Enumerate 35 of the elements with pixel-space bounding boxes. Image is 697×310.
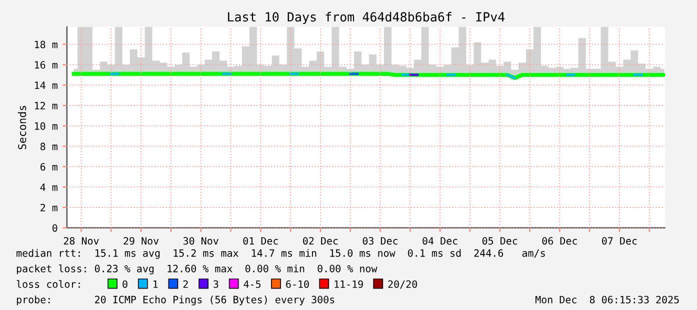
legend-label: 0	[122, 280, 128, 288]
y-tick-label: 12 m	[35, 102, 58, 110]
x-tick-label: 06 Dec	[542, 237, 577, 245]
text: Mon Dec 8 06:15:33 2025	[536, 296, 679, 304]
x-tick-label: 28 Nov	[64, 237, 99, 245]
legend-label: 3	[214, 280, 218, 288]
x-tick-label: 01 Dec	[243, 237, 278, 245]
y-tick-label: 2 m	[40, 204, 58, 212]
legend-label: 11-19	[334, 280, 363, 288]
legend-label: 6-10	[286, 280, 309, 288]
y-tick-label: 14 m	[35, 82, 58, 89]
x-tick-label: 04 Dec	[422, 237, 458, 245]
y-tick-label: 6 m	[40, 163, 58, 171]
y-tick-label: 8 m	[40, 142, 58, 150]
legend-label: 20/20	[388, 280, 417, 289]
x-tick-label: 05 Dec	[482, 237, 518, 245]
x-tick-label: 03 Dec	[362, 237, 398, 245]
legend-label: 1	[153, 280, 158, 288]
y-tick-label: 16 m	[35, 61, 58, 69]
legend-title: loss color:	[16, 280, 80, 288]
y-tick-label: 4 m	[40, 184, 58, 191]
x-tick-label: 30 Nov	[183, 237, 218, 245]
legend-label: 4-5	[244, 280, 261, 288]
x-tick-label: 29 Nov	[124, 237, 159, 245]
y-tick-label: 10 m	[35, 122, 58, 130]
y-tick-label: 0	[52, 224, 58, 232]
text: packet loss: 0.23 % avg 12.60 % max 0.00 % min 0.00 % now	[16, 264, 378, 274]
text: median rtt: 15.1 ms avg 15.2 ms max 14.7 ms min 15.0 ms now 0.1 ms sd 244.6 am/s	[16, 249, 545, 259]
x-tick-label: 07 Dec	[602, 237, 637, 245]
legend-label: 2	[183, 280, 188, 288]
y-tick-label: 18 m	[35, 40, 58, 48]
y-axis-title: Seconds	[18, 106, 26, 150]
x-tick-label: 02 Dec	[303, 237, 338, 245]
chart-title: Last 10 Days from 464d48b6ba6f - IPv4	[228, 12, 505, 24]
text: probe: 20 ICMP Echo Pings (56 Bytes) every 300s	[16, 296, 334, 306]
